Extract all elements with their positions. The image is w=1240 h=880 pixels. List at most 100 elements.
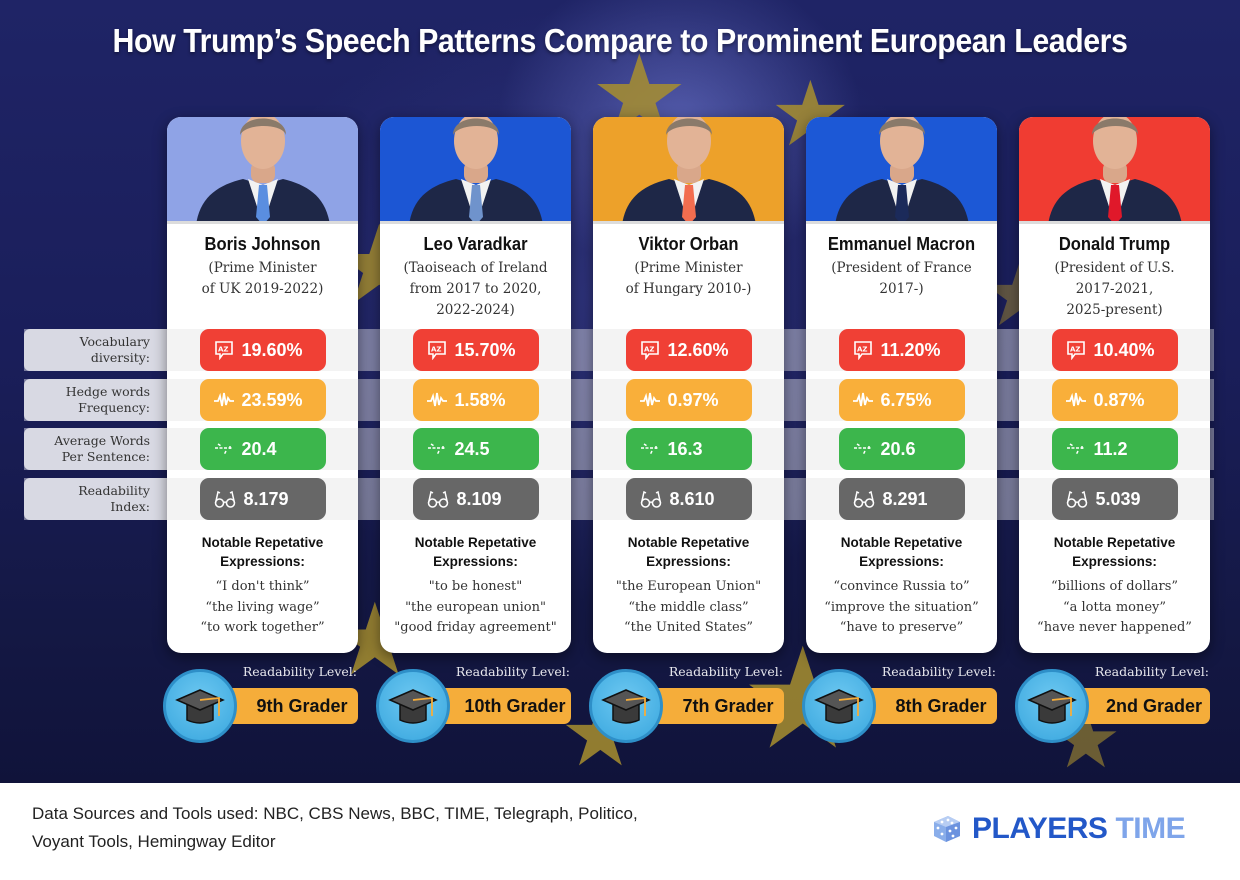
expression-item: “I don't think”	[215, 579, 310, 594]
leader-card-donald-trump: Donald Trump (President of U.S. 2017-202…	[1019, 117, 1210, 653]
leader-name: Emmanuel Macron	[827, 234, 976, 254]
readability-index-value: 8.291	[838, 478, 965, 520]
metric-value: 12.60%	[667, 339, 729, 360]
metric-value: 0.87%	[1093, 389, 1145, 410]
row-label-words-per-sentence: Average Words Per Sentence:	[24, 428, 174, 470]
leader-role: (President of France 2017-)	[806, 258, 997, 300]
az-speech-bubble-icon: AZ	[1066, 341, 1085, 360]
hedge-words-value: 1.58%	[412, 379, 539, 421]
waveform-icon	[1065, 392, 1086, 407]
avg-words-per-sentence-value: 11.2	[1051, 428, 1178, 470]
readability-level-label: Readability Level:	[242, 664, 357, 679]
leader-portrait	[806, 117, 997, 224]
expression-item: “improve the situation”	[824, 599, 979, 615]
logo-text-time: TIME	[1115, 812, 1186, 845]
expressions-list: “convince Russia to” “improve the situat…	[806, 577, 997, 639]
playerstime-logo: PLAYERS TIME	[930, 812, 1186, 846]
readability-level-badge: 9th Grader	[232, 688, 358, 724]
heading-line: Expressions:	[646, 554, 731, 569]
waveform-icon	[213, 392, 234, 407]
leader-name: Viktor Orban	[638, 234, 739, 254]
expression-item: “a lotta money”	[1062, 599, 1167, 615]
role-line: from 2017 to 2020,	[409, 281, 542, 297]
heading-line: Expressions:	[859, 554, 944, 569]
row-label-line: Index:	[110, 499, 150, 514]
avg-words-per-sentence-value: 20.6	[838, 428, 965, 470]
leader-role: (President of U.S. 2017-2021, 2025-prese…	[1019, 258, 1210, 321]
expression-item: “billions of dollars”	[1050, 579, 1179, 594]
glasses-icon	[214, 490, 235, 508]
expressions-list: “I don't think” “the living wage” “to wo…	[167, 577, 358, 639]
leader-role: (Taoiseach of Ireland from 2017 to 2020,…	[380, 258, 571, 321]
metric-value: 8.179	[243, 488, 289, 509]
svg-text:AZ: AZ	[218, 346, 229, 354]
expression-item: “have to preserve”	[839, 620, 964, 635]
vocabulary-diversity-value: AZ 15.70%	[412, 329, 539, 371]
readability-index-value: 8.109	[412, 478, 539, 520]
readability-level-label: Readability Level:	[668, 664, 783, 679]
expression-item: “the middle class”	[628, 599, 749, 615]
metric-value: 8.610	[669, 488, 715, 509]
metric-value: 11.20%	[880, 339, 941, 360]
role-line: (President of U.S.	[1054, 260, 1175, 276]
metric-value: 6.75%	[880, 389, 932, 410]
metric-value: 23.59%	[241, 389, 303, 410]
leader-card-viktor-orban: Viktor Orban (Prime Minister of Hungary …	[593, 117, 784, 653]
role-line: of UK 2019-2022)	[201, 281, 324, 297]
waveform-icon	[852, 392, 873, 407]
glasses-icon	[1066, 490, 1087, 508]
expression-item: "good friday agreement"	[394, 620, 557, 635]
hedge-words-value: 6.75%	[838, 379, 965, 421]
svg-text:AZ: AZ	[1070, 346, 1081, 354]
avg-words-per-sentence-value: 20.4	[199, 428, 326, 470]
expressions-list: "to be honest" "the european union" "goo…	[380, 577, 571, 639]
expression-item: “the United States”	[623, 620, 754, 635]
row-label-line: Average Words	[54, 433, 150, 448]
row-label-vocabulary: Vocabulary diversity:	[24, 329, 174, 371]
expression-item: "the European Union"	[615, 579, 762, 594]
svg-text:AZ: AZ	[431, 346, 442, 354]
readability-index-value: 8.179	[199, 478, 326, 520]
person-silhouette-icon	[622, 117, 755, 221]
role-line: (Prime Minister	[208, 260, 317, 276]
notable-expressions-heading: Notable Repetative Expressions:	[167, 533, 358, 571]
expression-item: "the european union"	[405, 599, 546, 615]
sentence-split-icon	[853, 443, 871, 456]
hedge-words-value: 0.87%	[1051, 379, 1178, 421]
sources-line: Data Sources and Tools used: NBC, CBS Ne…	[32, 804, 638, 823]
glasses-icon	[640, 490, 661, 508]
graduation-cap-icon	[589, 669, 663, 743]
metric-value: 24.5	[454, 438, 490, 459]
readability-index-value: 8.610	[625, 478, 752, 520]
vocabulary-diversity-value: AZ 12.60%	[625, 329, 752, 371]
heading-line: Notable Repetative	[627, 535, 750, 550]
expression-item: “convince Russia to”	[833, 579, 970, 594]
role-line: (President of France	[831, 260, 972, 276]
hedge-words-value: 0.97%	[625, 379, 752, 421]
vocabulary-diversity-value: AZ 11.20%	[838, 329, 965, 371]
expressions-list: "the European Union" “the middle class” …	[593, 577, 784, 639]
expression-item: “the living wage”	[205, 599, 320, 615]
heading-line: Expressions:	[433, 554, 518, 569]
heading-line: Notable Repetative	[201, 535, 324, 550]
dice-icon	[934, 816, 960, 842]
leader-portrait	[380, 117, 571, 224]
readability-level-label: Readability Level:	[455, 664, 570, 679]
data-sources: Data Sources and Tools used: NBC, CBS Ne…	[32, 800, 732, 856]
glasses-icon	[427, 490, 448, 508]
leader-name: Donald Trump	[1058, 234, 1171, 254]
leader-card-leo-varadkar: Leo Varadkar (Taoiseach of Ireland from …	[380, 117, 571, 653]
az-speech-bubble-icon: AZ	[640, 341, 659, 360]
sentence-split-icon	[1066, 443, 1084, 456]
metric-value: 1.58%	[454, 389, 506, 410]
waveform-icon	[639, 392, 660, 407]
graduation-cap-icon	[802, 669, 876, 743]
role-line: (Taoiseach of Ireland	[403, 260, 548, 276]
sentence-split-icon	[214, 443, 232, 456]
readability-level-badge: 2nd Grader	[1084, 688, 1210, 724]
notable-expressions-heading: Notable Repetative Expressions:	[1019, 533, 1210, 571]
metric-value: 0.97%	[667, 389, 719, 410]
readability-level-badge: 7th Grader	[658, 688, 784, 724]
role-line: 2017-2021,	[1075, 281, 1154, 297]
heading-line: Notable Repetative	[414, 535, 537, 550]
